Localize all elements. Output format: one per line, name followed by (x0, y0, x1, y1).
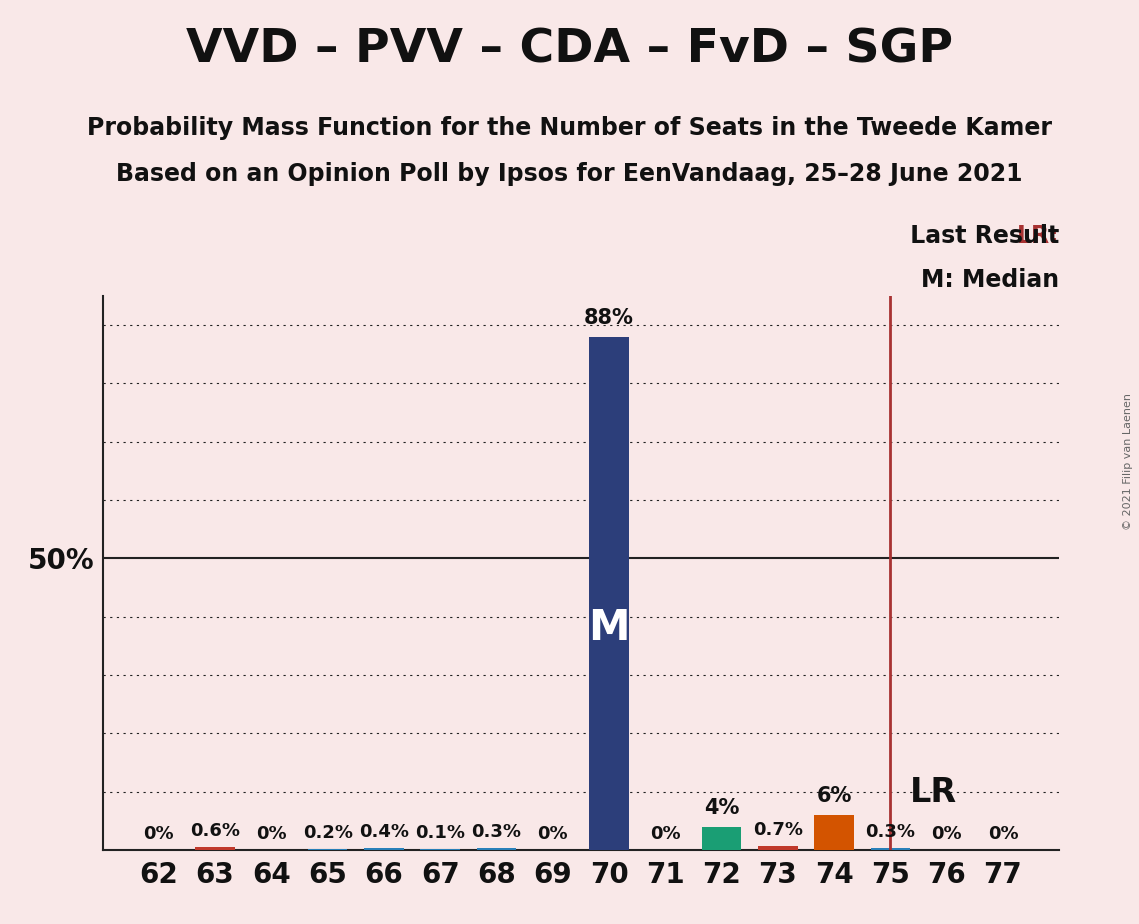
Bar (477, 848, 516, 850)
Text: 0.3%: 0.3% (866, 823, 916, 842)
Text: 0.4%: 0.4% (359, 822, 409, 841)
Text: 0.6%: 0.6% (190, 821, 240, 840)
Text: 6%: 6% (817, 786, 852, 807)
Text: LR: LR (910, 776, 957, 809)
Bar (196, 846, 235, 850)
Text: M: M (588, 607, 630, 650)
Text: Probability Mass Function for the Number of Seats in the Tweede Kamer: Probability Mass Function for the Number… (87, 116, 1052, 140)
Text: 0.2%: 0.2% (303, 824, 353, 842)
Text: Based on an Opinion Poll by Ipsos for EenVandaag, 25–28 June 2021: Based on an Opinion Poll by Ipsos for Ee… (116, 162, 1023, 186)
Bar (870, 848, 910, 850)
Text: LR:: LR: (1017, 224, 1059, 248)
Text: 0%: 0% (932, 825, 962, 843)
Text: 0.1%: 0.1% (416, 824, 465, 843)
Text: 0%: 0% (144, 825, 174, 843)
Bar (308, 849, 347, 850)
Bar (759, 846, 797, 850)
Text: 0.3%: 0.3% (472, 823, 522, 842)
Text: 0%: 0% (538, 825, 568, 843)
Text: M: Median: M: Median (921, 268, 1059, 292)
Bar (364, 847, 403, 850)
Text: 4%: 4% (704, 798, 739, 818)
Text: 0%: 0% (256, 825, 287, 843)
Text: 88%: 88% (584, 308, 634, 328)
Text: 0.7%: 0.7% (753, 821, 803, 839)
Bar (702, 827, 741, 850)
Text: © 2021 Filip van Laenen: © 2021 Filip van Laenen (1123, 394, 1133, 530)
Bar (589, 336, 629, 850)
Bar (814, 815, 854, 850)
Text: Last Result: Last Result (869, 224, 1059, 248)
Text: 0%: 0% (988, 825, 1018, 843)
Text: VVD – PVV – CDA – FvD – SGP: VVD – PVV – CDA – FvD – SGP (186, 28, 953, 73)
Text: 0%: 0% (650, 825, 681, 843)
